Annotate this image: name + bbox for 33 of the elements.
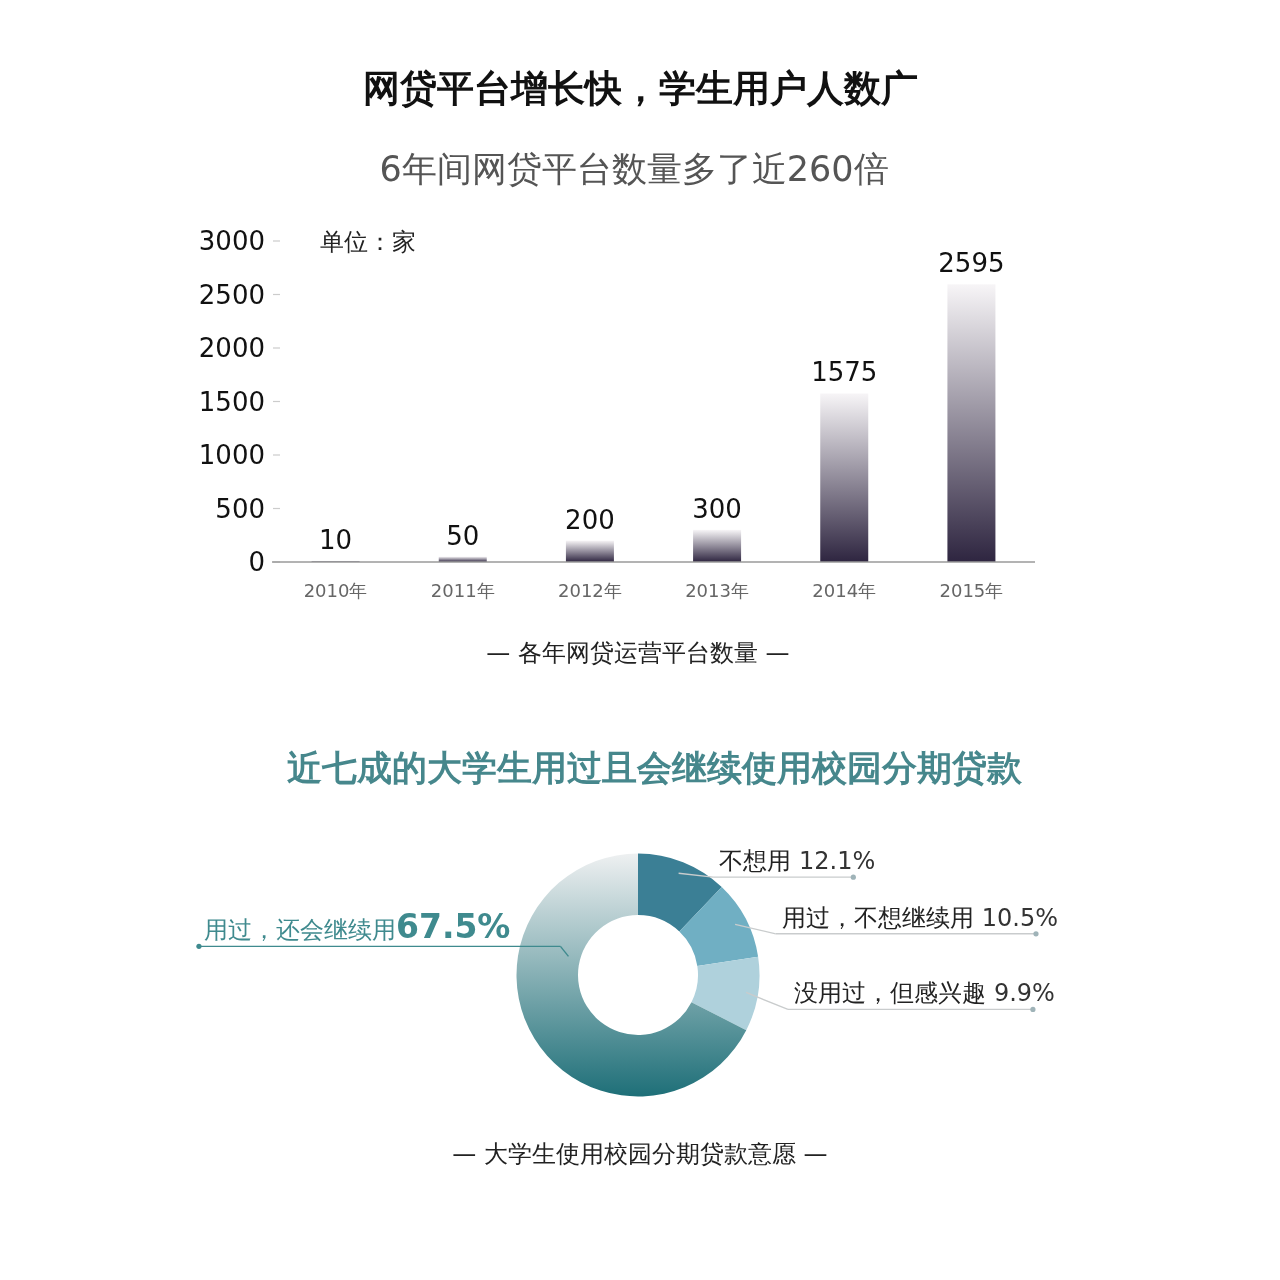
x-tick-label: 2015年 bbox=[939, 580, 1004, 601]
slice-label: 用过，不想继续用 bbox=[781, 903, 974, 932]
data-label: 67.5% bbox=[395, 907, 511, 947]
slice-label: 不想用 bbox=[719, 847, 792, 876]
slice-label: 没用过，但感兴趣 bbox=[793, 979, 986, 1008]
x-tick-label: 2014年 bbox=[812, 580, 877, 601]
y-tick-label: 2500 bbox=[198, 279, 265, 310]
x-tick-label: 2011年 bbox=[430, 580, 495, 601]
data-label: 9.9% bbox=[993, 979, 1055, 1008]
data-label: 50 bbox=[446, 520, 480, 551]
data-label: 2595 bbox=[938, 248, 1005, 279]
y-axis-title: 单位：家 bbox=[320, 228, 416, 256]
data-label: 10.5% bbox=[981, 903, 1058, 932]
chart-title: 网贷平台增长快，学生用户人数广 bbox=[362, 67, 918, 110]
text: — 大学生使用校园分期贷款意愿 — bbox=[452, 1140, 828, 1168]
data-label: 10 bbox=[319, 524, 353, 555]
text: — 各年网贷运营平台数量 — bbox=[486, 639, 790, 667]
y-tick-label: 2000 bbox=[198, 333, 265, 364]
y-tick-label: 1000 bbox=[198, 440, 265, 471]
x-tick-label: 2012年 bbox=[558, 580, 622, 601]
x-tick-label: 2013年 bbox=[685, 580, 749, 601]
data-label: 200 bbox=[565, 504, 615, 535]
y-tick-label: 3000 bbox=[198, 226, 265, 257]
slice-label: 用过，还会继续用 bbox=[203, 916, 396, 945]
data-label: 300 bbox=[692, 493, 742, 524]
data-label: 12.1% bbox=[799, 847, 876, 876]
chart-subtitle: 6年间网贷平台数量多了近260倍 bbox=[379, 149, 889, 189]
y-tick-label: 1500 bbox=[198, 386, 265, 417]
chart-title: 近七成的大学生用过且会继续使用校园分期贷款 bbox=[286, 748, 1023, 788]
x-tick-label: 2010年 bbox=[303, 580, 368, 601]
y-tick-label: 0 bbox=[248, 547, 265, 578]
y-tick-label: 500 bbox=[215, 493, 265, 524]
data-label: 1575 bbox=[811, 357, 878, 388]
